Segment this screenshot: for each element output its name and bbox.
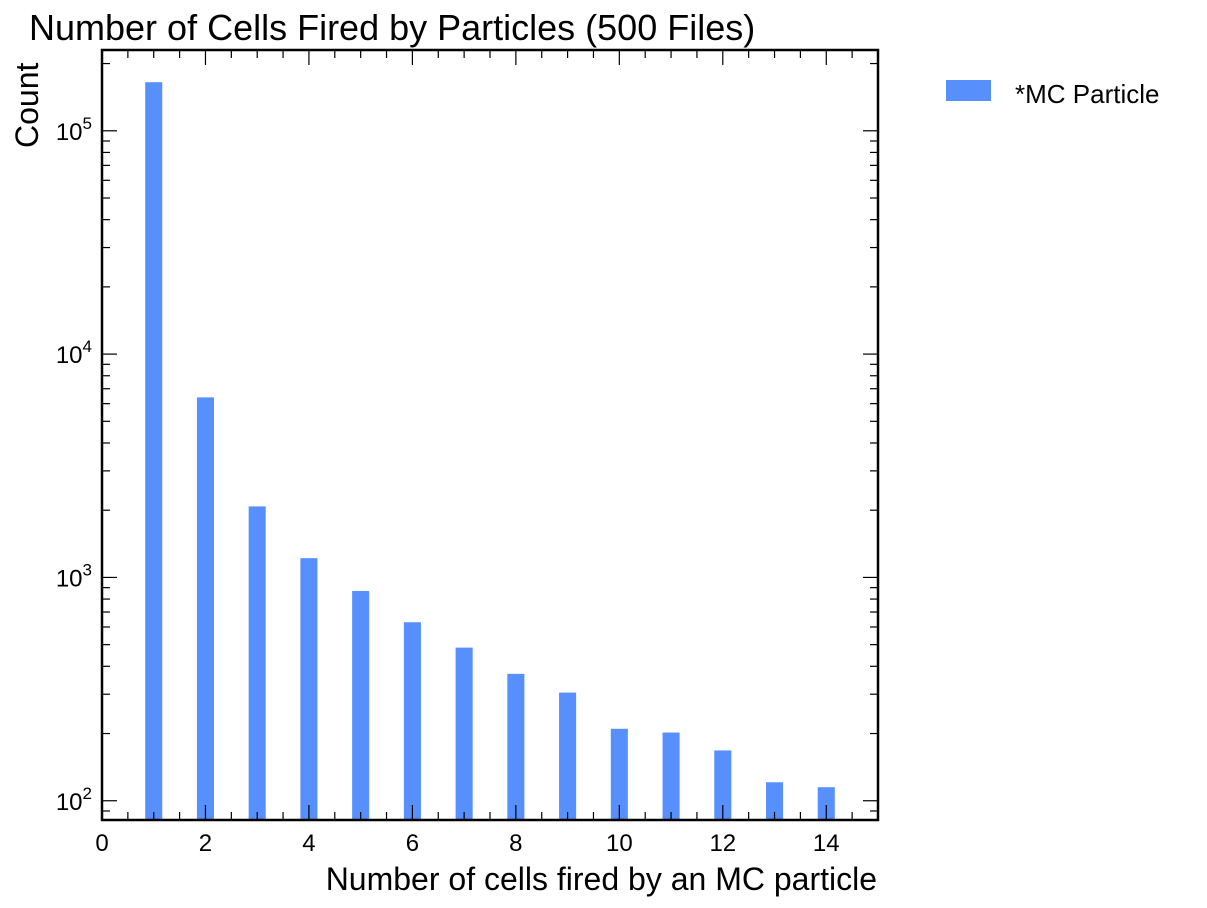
bars-group xyxy=(145,82,835,820)
bar-3 xyxy=(248,506,266,820)
legend-label: *MC Particle xyxy=(1015,79,1159,109)
bar-6 xyxy=(403,622,421,820)
bar-10 xyxy=(610,728,628,820)
bar-9 xyxy=(559,692,577,820)
ticks-group: 0 2 4 6 8 10 12 14 102 103 104 105 xyxy=(56,50,878,857)
bar-5 xyxy=(352,590,370,820)
plot-frame xyxy=(100,48,880,822)
bar-2 xyxy=(196,397,214,820)
x-tick-label: 10 xyxy=(606,830,633,857)
bar-14 xyxy=(817,787,835,820)
x-tick-label: 6 xyxy=(406,830,419,857)
bar-7 xyxy=(455,647,473,820)
bar-13 xyxy=(766,782,784,820)
y-axis-label: Count xyxy=(9,63,45,149)
bar-4 xyxy=(300,558,318,820)
legend: *MC Particle xyxy=(946,79,1159,109)
y-tick-label: 102 xyxy=(56,784,92,816)
x-tick-label: 0 xyxy=(95,830,108,857)
chart-title: Number of Cells Fired by Particles (500 … xyxy=(29,7,755,48)
x-tick-label: 4 xyxy=(302,830,315,857)
x-tick-label: 12 xyxy=(709,830,736,857)
legend-swatch xyxy=(946,80,991,101)
bar-8 xyxy=(507,673,525,820)
x-axis-label: Number of cells fired by an MC particle xyxy=(326,861,877,897)
x-tick-label: 14 xyxy=(813,830,840,857)
bar-12 xyxy=(714,750,732,820)
bar-11 xyxy=(662,732,680,820)
bar-1 xyxy=(145,82,163,820)
x-tick-label: 2 xyxy=(199,830,212,857)
x-tick-label: 8 xyxy=(509,830,522,857)
y-tick-label: 105 xyxy=(56,114,92,146)
y-tick-label: 104 xyxy=(56,337,92,369)
y-tick-label: 103 xyxy=(56,560,92,592)
